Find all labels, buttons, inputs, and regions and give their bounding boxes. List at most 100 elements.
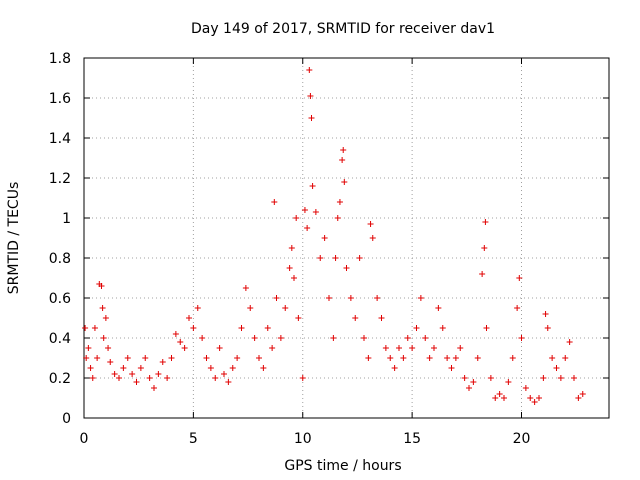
data-point [177,339,184,345]
data-point [501,395,507,401]
data-point [540,375,547,381]
data-point [347,295,354,301]
data-point [396,345,402,351]
data-point [579,391,586,397]
data-point [111,371,118,377]
data-point [536,395,542,401]
data-point [334,215,341,221]
data-point [339,157,346,163]
data-point [212,375,219,381]
data-point [273,295,280,301]
data-point [225,379,232,385]
data-point [553,365,560,371]
y-tick-label: 0.6 [49,291,71,307]
data-point [203,355,210,361]
data-point [404,335,411,341]
y-tick-label: 0.4 [49,331,71,347]
y-axis-label: SRMTID / TECUs [6,182,22,295]
x-tick-label: 10 [294,431,312,447]
data-point [522,385,529,391]
data-point [365,355,372,361]
data-point [461,375,468,381]
data-point [221,371,227,377]
data-point [566,339,573,345]
data-point [295,315,302,321]
data-point [531,399,538,405]
data-point [194,305,201,311]
x-tick-label: 20 [513,431,531,447]
data-point [544,325,551,331]
data-point [452,355,459,361]
data-point [571,375,577,381]
data-point [264,325,271,331]
x-tick-label: 15 [403,431,421,447]
data-point [361,335,367,341]
data-point [229,365,236,371]
data-point [269,345,276,351]
data-point [271,199,278,205]
data-point [309,183,316,189]
data-point [505,379,512,385]
data-point [336,199,343,205]
data-point [286,265,293,271]
data-point [340,147,347,153]
data-point [133,379,140,385]
data-point [260,365,267,371]
data-point [242,285,249,291]
data-point [413,325,420,331]
x-axis-label: GPS time / hours [284,458,401,474]
y-tick-label: 1 [62,211,71,227]
data-point [431,345,437,351]
data-point [483,325,490,331]
data-point [151,385,157,391]
data-point [448,365,455,371]
data-point [374,295,381,301]
y-tick-label: 0 [62,411,71,427]
data-point [514,305,521,311]
data-point [391,365,398,371]
data-point [251,335,258,341]
data-point [85,345,92,351]
data-point [387,355,394,361]
data-point [356,255,363,261]
data-point [382,345,389,351]
y-tick-label: 1.6 [49,91,71,107]
data-point [83,355,90,361]
data-point [308,115,315,121]
data-point [87,365,94,371]
data-point [516,275,523,281]
data-point [332,255,339,261]
y-tick-label: 1.4 [49,131,71,147]
data-point [120,365,127,371]
data-point [164,375,171,381]
data-point [98,283,105,289]
data-point [470,379,477,385]
y-tick-label: 1.2 [49,171,71,187]
data-point [216,345,223,351]
data-point [124,355,131,361]
data-point [291,275,297,281]
data-point [487,375,494,381]
data-point [247,305,254,311]
data-point [100,335,107,341]
data-point [82,325,89,331]
data-point [105,345,112,351]
data-point [306,67,313,73]
data-point [481,245,488,251]
chart-title: Day 149 of 2017, SRMTID for receiver dav… [191,21,495,37]
data-point [352,315,359,321]
data-point [575,395,582,401]
data-point [304,225,311,231]
data-point [317,255,324,261]
data-point [343,265,350,271]
data-point [426,355,433,361]
plot-frame [83,57,610,419]
data-point [330,335,337,341]
data-point [409,345,416,351]
data-point [474,355,481,361]
data-point [307,93,314,99]
data-point [378,315,385,321]
data-point [288,245,295,251]
data-point [207,365,214,371]
